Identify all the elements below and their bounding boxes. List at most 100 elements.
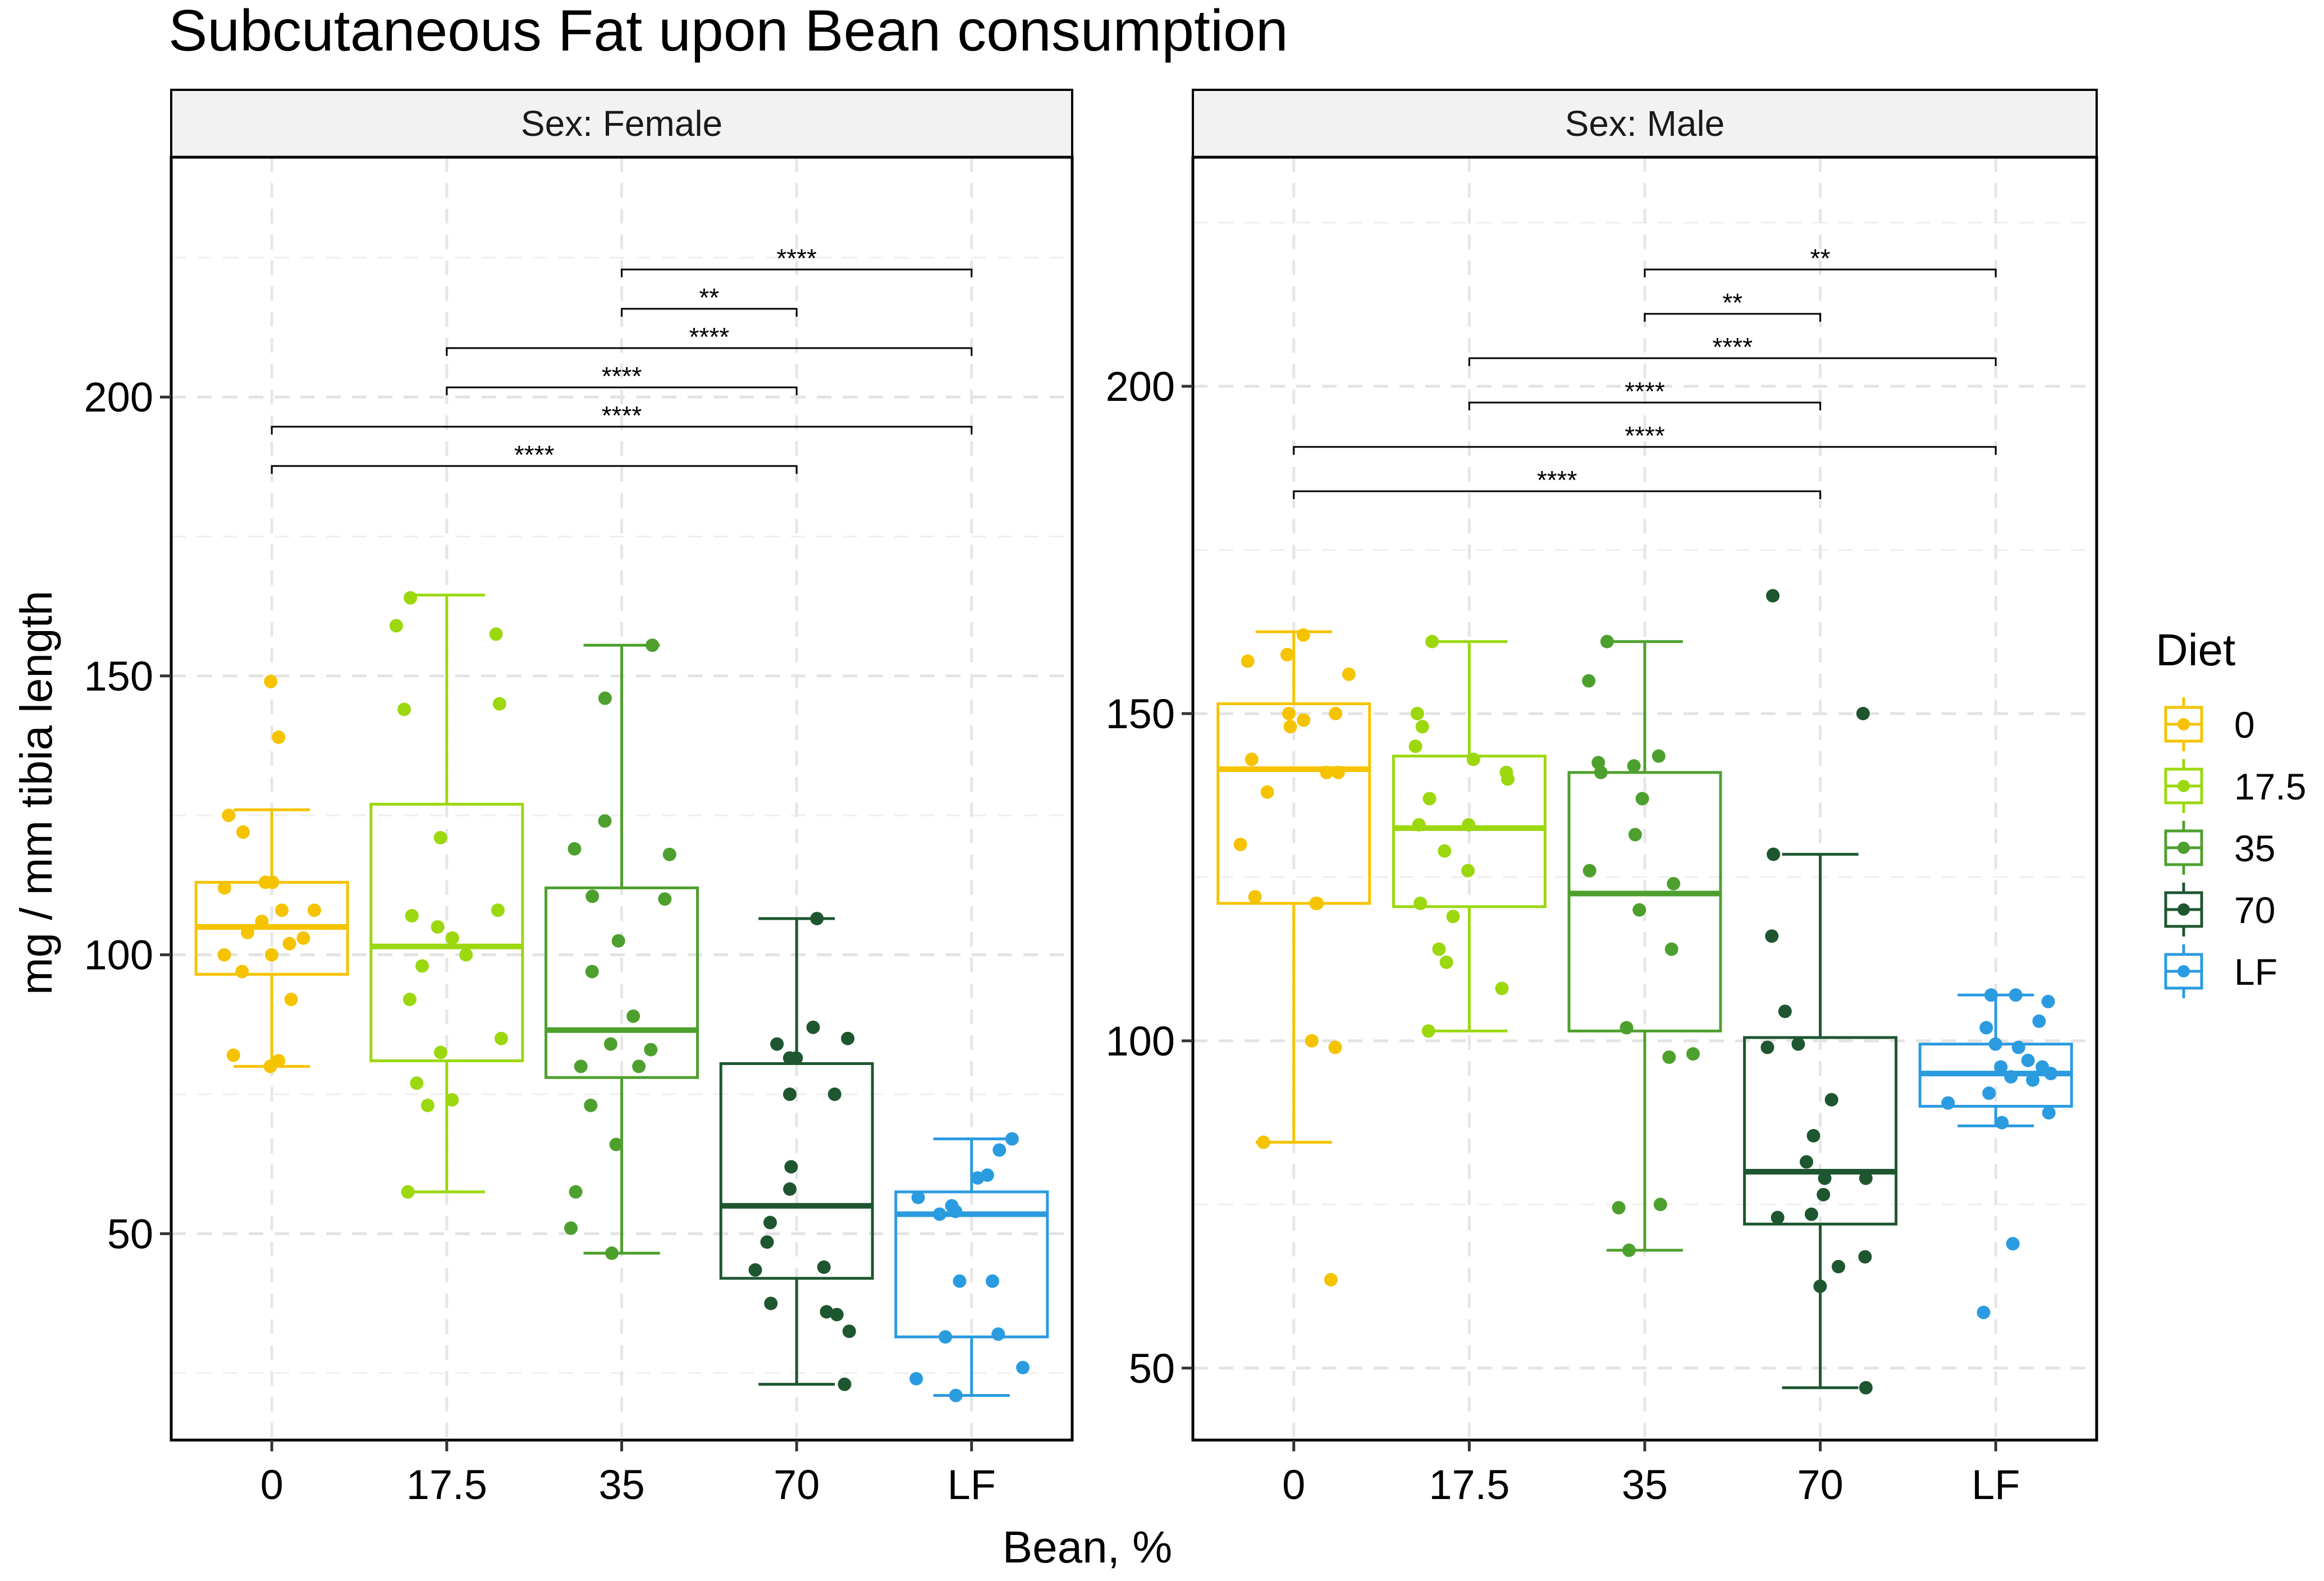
box-35 [1567,640,1722,1252]
data-point [1832,1260,1846,1274]
data-point [1651,749,1666,763]
x-tick-label: 0 [260,1461,283,1508]
data-point [932,1207,946,1221]
data-point [763,1216,777,1230]
bracket-label: **** [514,440,555,469]
data-point [2044,1067,2058,1081]
data-point [971,1171,985,1185]
data-point [611,934,625,948]
bracket-35-vs-70: ** [621,283,798,317]
data-point [1260,785,1274,799]
box-35 [545,643,699,1255]
data-point [1324,1273,1338,1287]
data-point [415,959,429,973]
data-point [264,948,278,962]
y-tick-label: 200 [84,374,153,421]
box-iqr [369,802,524,1062]
data-point [662,847,676,861]
data-point [564,1221,578,1235]
data-point [1329,706,1343,720]
points-35 [564,638,676,1260]
data-point [985,1274,999,1288]
box-70 [1743,853,1898,1390]
data-point [1627,759,1641,773]
data-point [1628,828,1642,842]
x-tick-label: 70 [1797,1461,1843,1508]
x-tick-label: 35 [1622,1461,1668,1508]
data-point [2042,1106,2056,1120]
data-point [1415,720,1429,734]
data-point [1425,634,1439,648]
y-axis-title: mg / mm tibia length [11,591,61,995]
significance-brackets: ******************** [1293,244,1997,499]
bracket-line [1644,268,1997,277]
data-point [598,691,612,705]
data-point [282,936,296,951]
y-tick-label: 50 [107,1210,153,1257]
data-point [784,1160,798,1174]
data-point [1760,1040,1774,1054]
bracket-line [621,308,798,317]
data-point [1984,988,1998,1002]
bracket-17.5-vs-LF: **** [1468,332,1997,366]
panel-female: Sex: Female**********************5010015… [84,89,1074,1508]
legend-label: 70 [2234,889,2275,931]
data-point [1859,1381,1873,1395]
data-point [1305,1034,1319,1048]
facet-label: Sex: Female [521,103,722,144]
data-point [939,1330,953,1344]
bracket-0-vs-LF: **** [1293,421,1997,455]
bracket-line [1468,401,1822,410]
data-point [1994,1060,2008,1074]
data-point [949,1204,963,1218]
data-point [1432,942,1446,956]
data-point [842,1324,856,1338]
x-tick-label: 17.5 [406,1461,487,1508]
bracket-label: ** [699,283,719,312]
bracket-17.5-vs-70: **** [1468,377,1822,410]
panel-male: Sex: Male********************50100150200… [1106,89,2098,1508]
data-point [217,948,231,962]
data-point [2032,1014,2046,1028]
data-point [1594,765,1608,779]
data-point [658,892,672,906]
points-70 [748,912,856,1391]
data-point [1778,1004,1792,1018]
legend-entry-35: 35 [2161,821,2275,875]
data-point [389,619,403,633]
data-point [275,903,289,917]
data-point [1248,890,1262,904]
data-point [1439,955,1453,969]
bracket-17.5-vs-70: **** [446,362,798,395]
bracket-label: **** [1537,465,1577,495]
data-point [404,591,418,605]
data-point [492,697,506,711]
data-point [1982,1086,1996,1100]
bracket-label: **** [776,244,817,273]
bracket-line [1468,357,1997,366]
data-point [217,881,231,895]
y-tick-label: 100 [84,932,153,979]
points-70 [1760,589,1873,1395]
data-point [433,1045,447,1059]
data-point [1501,772,1515,786]
data-point [1856,706,1870,720]
bracket-label: ** [1810,244,1831,273]
box-iqr [1743,1036,1898,1226]
legend: Diet 0 17.5 35 70 LF [2156,625,2306,998]
data-point [1005,1132,1019,1146]
data-point [1771,1210,1785,1224]
data-point [568,842,582,856]
data-point [2021,1053,2035,1067]
data-point [626,1009,641,1023]
data-point [255,915,269,929]
box-iqr [894,1190,1049,1338]
data-point [491,903,505,917]
bracket-line [621,268,973,277]
data-point [806,1020,820,1034]
data-point [445,931,459,945]
legend-entry-0: 0 [2161,697,2255,751]
box-iqr [545,886,699,1079]
data-point [1296,628,1310,642]
